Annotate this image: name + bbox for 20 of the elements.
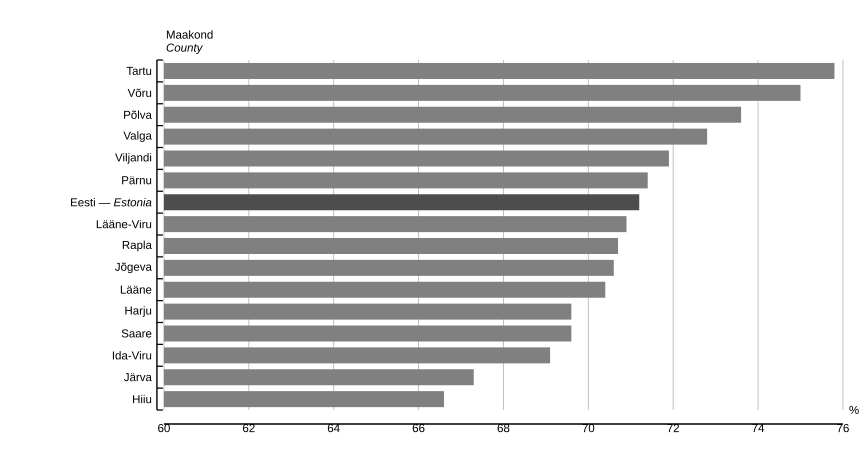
y-tick-label: Pärnu xyxy=(122,176,152,184)
y-tick-label: Tartu xyxy=(126,66,152,75)
y-tick-label: Jõgeva xyxy=(115,262,152,274)
y-tick-label: Viljandi xyxy=(115,153,152,164)
y-tick-label: Lääne xyxy=(120,286,152,294)
x-tick-label: 60 xyxy=(158,424,170,432)
y-tick-label: Võru xyxy=(128,88,152,97)
y-tick-label: Saare xyxy=(122,329,152,338)
y-tick-label: Valga xyxy=(123,131,152,142)
y-tick-label: Rapla xyxy=(122,240,152,252)
y-tick-label: Ida-Viru xyxy=(112,351,152,360)
x-axis-title: % xyxy=(849,406,859,414)
y-axis-title: Maakond County xyxy=(166,30,213,54)
y-tick-label: Lääne-Viru xyxy=(96,220,152,228)
y-tick-label: Eesti — Estonia xyxy=(71,198,152,206)
y-tick-label: Järva xyxy=(124,373,152,382)
y-tick-label: Põlva xyxy=(124,110,152,119)
y-tick-label: Harju xyxy=(125,306,152,317)
y-tick-label: Hiiu xyxy=(133,394,152,404)
x-tick-label: 64 xyxy=(328,424,340,432)
